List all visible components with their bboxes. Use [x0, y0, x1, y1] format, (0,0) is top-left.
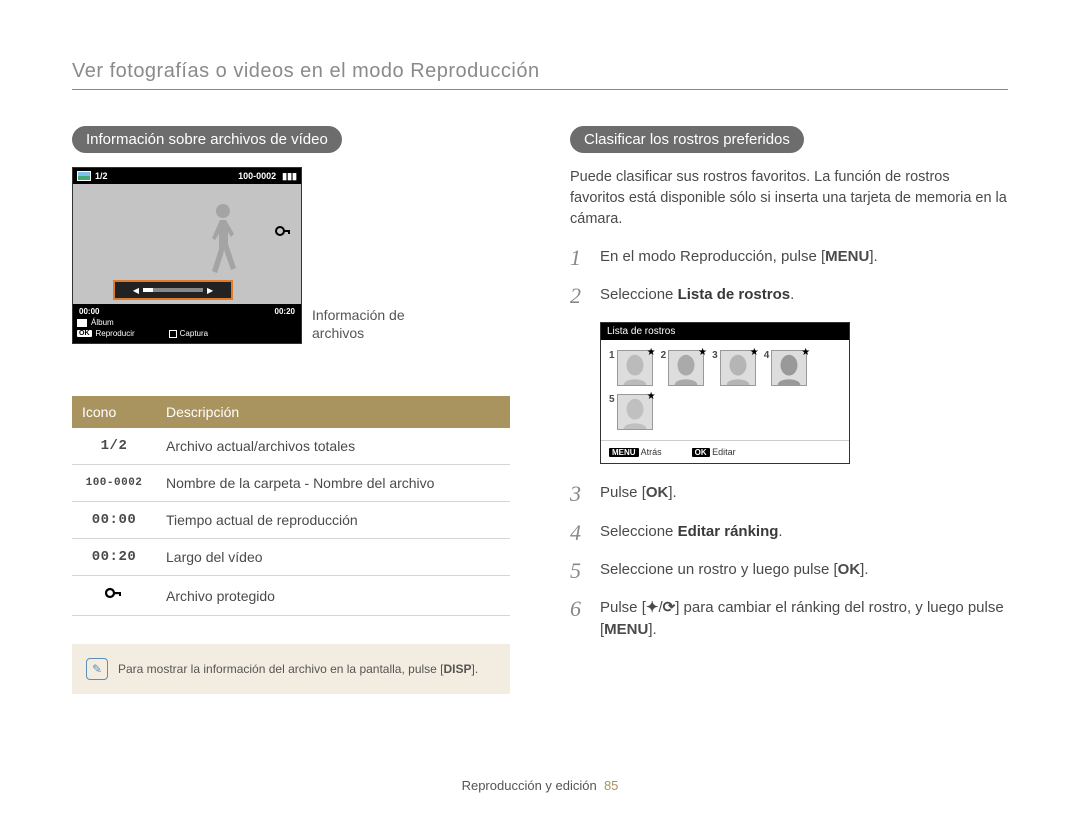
video-topbar: 1/2 100-0002 ▮▮▮	[73, 168, 301, 184]
cell-desc: Archivo actual/archivos totales	[156, 428, 510, 465]
play-label: Reproducir	[96, 329, 135, 338]
right-column: Clasificar los rostros preferidos Puede …	[570, 126, 1008, 694]
time-elapsed: 00:00	[79, 307, 99, 316]
right-heading-pill: Clasificar los rostros preferidos	[570, 126, 804, 153]
video-screenshot: 1/2 100-0002 ▮▮▮ ◀▶	[72, 167, 302, 344]
cell-desc: Largo del vídeo	[156, 539, 510, 576]
ok-badge: OK	[692, 448, 710, 457]
left-column: Información sobre archivos de vídeo 1/2 …	[72, 126, 510, 694]
th-icon: Icono	[72, 396, 156, 428]
thumbnail-icon	[77, 171, 91, 181]
cell-icon: 00:20	[72, 539, 156, 576]
cell-desc: Archivo protegido	[156, 576, 510, 616]
page-footer: Reproducción y edición 85	[0, 778, 1080, 793]
step-4: 4Seleccione Editar ránking.	[570, 521, 1008, 545]
cell-icon: 1/2	[72, 428, 156, 465]
cell-icon: 00:00	[72, 502, 156, 539]
step-6: 6Pulse [✦/⟳] para cambiar el ránking del…	[570, 597, 1008, 642]
silhouette-figure	[198, 199, 248, 279]
cell-desc: Tiempo actual de reproducción	[156, 502, 510, 539]
steps-list: 1En el modo Reproducción, pulse [MENU]. …	[570, 246, 1008, 308]
face-list-title: Lista de rostros	[601, 323, 849, 340]
left-heading-pill: Información sobre archivos de vídeo	[72, 126, 342, 153]
th-desc: Descripción	[156, 396, 510, 428]
table-row: Archivo protegido	[72, 576, 510, 616]
lock-icon	[275, 224, 291, 241]
face-cell: 4★	[764, 350, 808, 386]
time-total: 00:20	[275, 307, 295, 316]
table-row: 1/2Archivo actual/archivos totales	[72, 428, 510, 465]
back-label: Atrás	[641, 447, 662, 457]
cell-icon	[72, 576, 156, 616]
table-row: 100-0002Nombre de la carpeta - Nombre de…	[72, 465, 510, 502]
step-3: 3Pulse [OK].	[570, 482, 1008, 506]
intro-text: Puede clasificar sus rostros favoritos. …	[570, 167, 1008, 230]
file-counter: 1/2	[95, 171, 108, 181]
table-row: 00:20Largo del vídeo	[72, 539, 510, 576]
video-bottom-bar: 00:00 00:20 Álbum OK Reproducir Captura	[73, 304, 301, 343]
table-row: 00:00Tiempo actual de reproducción	[72, 502, 510, 539]
album-label: Álbum	[91, 318, 114, 327]
page-title: Ver fotografías o videos en el modo Repr…	[72, 60, 1008, 90]
steps-list-cont: 3Pulse [OK]. 4Seleccione Editar ránking.…	[570, 482, 1008, 642]
menu-badge: MENU	[609, 448, 639, 457]
callout-line1: Información de	[312, 307, 405, 323]
face-list-screenshot: Lista de rostros 1★ 2★ 3★ 4★ 5★ MENU Atr…	[600, 322, 850, 464]
file-id: 100-0002	[238, 171, 276, 182]
ok-badge: OK	[77, 330, 92, 337]
step-2: 2Seleccione Lista de rostros.	[570, 284, 1008, 308]
capture-label: Captura	[180, 329, 208, 338]
note-text: Para mostrar la información del archivo …	[118, 662, 478, 676]
cell-desc: Nombre de la carpeta - Nombre del archiv…	[156, 465, 510, 502]
note-box: ✎ Para mostrar la información del archiv…	[72, 644, 510, 694]
face-bottom-bar: MENU Atrás OK Editar	[601, 440, 849, 463]
step-5: 5Seleccione un rostro y luego pulse [OK]…	[570, 559, 1008, 583]
cell-icon: 100-0002	[72, 465, 156, 502]
face-cell: 2★	[661, 350, 705, 386]
face-cell: 5★	[609, 394, 653, 430]
edit-label: Editar	[712, 447, 736, 457]
face-cell: 3★	[712, 350, 756, 386]
icon-table: Icono Descripción 1/2Archivo actual/arch…	[72, 396, 510, 616]
callout-line2: archivos	[312, 325, 364, 341]
note-icon: ✎	[86, 658, 108, 680]
step-1: 1En el modo Reproducción, pulse [MENU].	[570, 246, 1008, 270]
face-cell: 1★	[609, 350, 653, 386]
progress-overlay: ◀▶	[113, 280, 233, 300]
